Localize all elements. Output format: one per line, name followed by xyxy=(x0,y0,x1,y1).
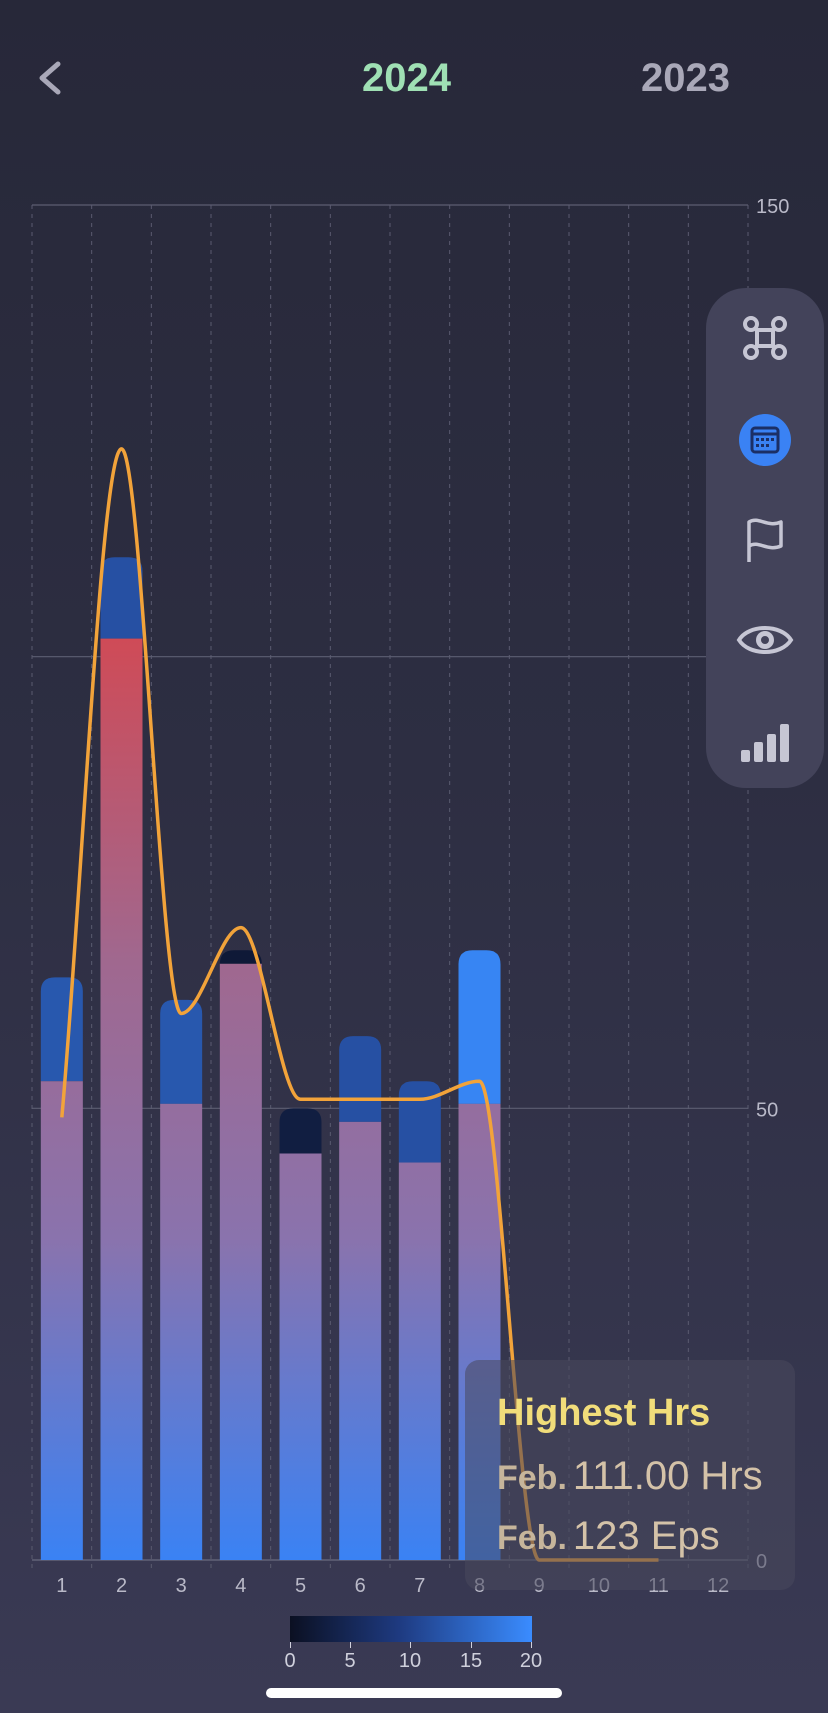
hours-row: Feb. 111.00 Hrs xyxy=(497,1454,763,1499)
side-panel xyxy=(706,288,824,788)
signal-bars-button[interactable] xyxy=(735,710,795,770)
card-title: Highest Hrs xyxy=(497,1392,711,1434)
chart: 050150123456789101112 xyxy=(31,196,789,1597)
legend-gradient-bar xyxy=(290,1616,532,1642)
bar-top-segment xyxy=(219,950,262,965)
command-icon xyxy=(743,316,787,360)
year-tab-other[interactable]: 2023 xyxy=(641,56,730,100)
x-tick-label: 7 xyxy=(414,1575,425,1597)
highest-hours-card: Highest Hrs Feb. 111.00 Hrs Feb. 123 Eps xyxy=(465,1360,795,1590)
bar-top-segment xyxy=(100,557,143,639)
bar-bottom-segment xyxy=(40,1081,83,1560)
hours-value: 111.00 Hrs xyxy=(572,1454,763,1498)
eps-month: Feb. xyxy=(497,1519,567,1557)
x-tick-label: 1 xyxy=(56,1575,67,1597)
legend-tick xyxy=(350,1642,351,1648)
legend-label: 5 xyxy=(344,1650,356,1672)
header: 2024 2023 xyxy=(0,0,828,170)
hours-month: Feb. xyxy=(497,1459,567,1497)
y-tick-label: 50 xyxy=(756,1099,778,1121)
calendar-button[interactable] xyxy=(735,410,795,470)
bar-bottom-segment xyxy=(339,1121,382,1560)
y-tick-label: 150 xyxy=(756,196,789,218)
bar-top-segment xyxy=(160,999,203,1104)
legend-label: 10 xyxy=(398,1650,422,1672)
bar-top-segment xyxy=(40,977,83,1082)
flag-button[interactable] xyxy=(735,510,795,570)
legend-tick xyxy=(290,1642,291,1648)
home-indicator xyxy=(266,1688,562,1698)
bar-bottom-segment xyxy=(100,638,143,1560)
bar-top-segment xyxy=(279,1108,322,1154)
back-button[interactable] xyxy=(32,52,76,108)
x-tick-label: 4 xyxy=(235,1575,246,1597)
signal-bars-icon xyxy=(741,724,789,762)
bar-top-segment xyxy=(398,1081,441,1163)
bar-top-segment xyxy=(458,950,501,1104)
bar-top-segment xyxy=(339,1036,382,1122)
calendar-icon xyxy=(739,414,791,466)
x-tick-label: 5 xyxy=(295,1575,306,1597)
flag-icon xyxy=(747,518,783,562)
bar-bottom-segment xyxy=(219,963,262,1560)
year-tab-active[interactable]: 2024 xyxy=(362,56,451,100)
eps-value: 123 Eps xyxy=(572,1514,720,1558)
bar-bottom-segment xyxy=(279,1153,322,1560)
x-tick-label: 2 xyxy=(116,1575,127,1597)
eye-icon xyxy=(736,626,794,654)
legend-tick xyxy=(471,1642,472,1648)
bar-bottom-segment xyxy=(398,1162,441,1560)
eye-button[interactable] xyxy=(735,610,795,670)
legend-tick xyxy=(410,1642,411,1648)
eps-row: Feb. 123 Eps xyxy=(497,1514,720,1559)
legend-label: 0 xyxy=(284,1650,296,1672)
chevron-left-icon xyxy=(39,61,61,95)
legend-label: 15 xyxy=(459,1650,483,1672)
color-legend: 0 5 10 15 20 xyxy=(284,1616,542,1686)
x-tick-label: 6 xyxy=(355,1575,366,1597)
x-tick-label: 3 xyxy=(176,1575,187,1597)
legend-tick xyxy=(531,1642,532,1648)
bar-bottom-segment xyxy=(160,1103,203,1560)
legend-label: 20 xyxy=(519,1650,543,1672)
command-button[interactable] xyxy=(735,308,795,368)
